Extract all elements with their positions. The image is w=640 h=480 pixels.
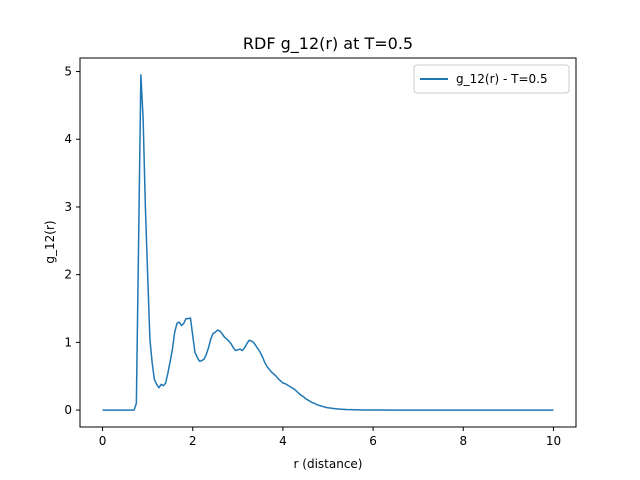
legend-label: g_12(r) - T=0.5 (456, 72, 548, 86)
legend: g_12(r) - T=0.5 (413, 64, 570, 94)
x-tick-label: 10 (546, 434, 561, 448)
series-layer (102, 74, 554, 411)
legend-frame (413, 64, 570, 94)
plot-frame (79, 57, 577, 428)
y-tick-label: 1 (64, 335, 72, 349)
y-tick-label: 2 (64, 268, 72, 282)
x-tick-label: 4 (279, 434, 287, 448)
y-tick-label: 5 (64, 65, 72, 79)
x-axis-label: r (distance) (294, 457, 363, 471)
x-tick-label: 8 (459, 434, 467, 448)
x-axis-ticks: 0 2 4 6 8 10 (99, 427, 561, 448)
plot-area (79, 57, 577, 428)
y-tick-label: 0 (64, 403, 72, 417)
chart-title: RDF g_12(r) at T=0.5 (243, 34, 413, 54)
plot-background (80, 58, 576, 427)
x-tick-label: 6 (369, 434, 377, 448)
x-tick-label: 0 (99, 434, 107, 448)
y-axis-ticks: 0 1 2 3 4 5 (64, 65, 80, 417)
series-line-0 (102, 74, 554, 411)
y-tick-label: 4 (64, 132, 72, 146)
y-tick-label: 3 (64, 200, 72, 214)
x-tick-label: 2 (189, 434, 197, 448)
y-axis-label: g_12(r) (43, 220, 57, 263)
